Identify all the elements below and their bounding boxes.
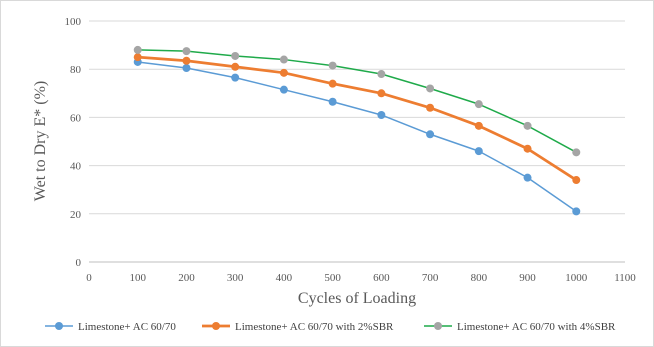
legend-item-3: Limestone+ AC 60/70 with 4%SBR xyxy=(424,321,616,333)
data-point xyxy=(231,62,240,71)
series-line xyxy=(137,61,577,213)
data-point xyxy=(426,103,435,112)
y-axis-title: Wet to Dry E* (%) xyxy=(32,81,49,201)
y-tick-label: 60 xyxy=(70,112,82,124)
series-2 xyxy=(133,53,581,185)
legend-label: Limestone+ AC 60/70 with 4%SBR xyxy=(457,321,616,333)
x-tick-label: 100 xyxy=(129,272,146,284)
grid xyxy=(89,20,625,263)
data-point xyxy=(328,97,337,106)
y-tick-label: 100 xyxy=(65,16,82,28)
data-point xyxy=(426,130,435,139)
x-tick-label: 800 xyxy=(471,272,488,284)
data-point xyxy=(523,121,532,130)
data-point xyxy=(182,47,191,56)
data-point xyxy=(182,56,191,65)
data-point xyxy=(377,89,386,98)
x-tick-label: 600 xyxy=(373,272,390,284)
data-point xyxy=(377,110,386,119)
legend-marker xyxy=(55,322,63,330)
data-point xyxy=(133,53,142,62)
series-3 xyxy=(133,45,581,157)
legend-marker xyxy=(212,322,220,330)
series-line xyxy=(137,49,577,154)
data-point xyxy=(182,63,191,72)
legend-label: Limestone+ AC 60/70 xyxy=(78,321,176,333)
data-point xyxy=(474,121,483,130)
data-point xyxy=(572,207,581,216)
data-point xyxy=(328,79,337,88)
legend: Limestone+ AC 60/70 Limestone+ AC 60/70 w… xyxy=(45,321,616,333)
data-point xyxy=(231,51,240,60)
data-point xyxy=(572,176,581,185)
y-tick-label: 0 xyxy=(76,257,82,269)
x-axis-title: Cycles of Loading xyxy=(298,290,416,307)
data-point xyxy=(231,73,240,82)
x-tick-label: 900 xyxy=(519,272,536,284)
data-point xyxy=(474,147,483,156)
data-point xyxy=(523,173,532,182)
x-tick-label: 500 xyxy=(324,272,341,284)
x-tick-label: 1000 xyxy=(565,272,588,284)
data-point xyxy=(279,85,288,94)
series-1 xyxy=(133,57,581,216)
x-tick-label: 300 xyxy=(227,272,244,284)
data-point xyxy=(133,45,142,54)
x-tick-label: 700 xyxy=(422,272,439,284)
y-tick-label: 40 xyxy=(70,161,82,173)
legend-label: Limestone+ AC 60/70 with 2%SBR xyxy=(235,321,394,333)
legend-marker xyxy=(434,322,442,330)
data-point xyxy=(523,144,532,153)
data-point xyxy=(279,68,288,77)
legend-item-1: Limestone+ AC 60/70 xyxy=(45,321,176,333)
data-point xyxy=(279,55,288,64)
data-point xyxy=(474,100,483,109)
data-point xyxy=(377,70,386,79)
data-point xyxy=(572,148,581,157)
x-tick-label: 400 xyxy=(276,272,293,284)
series-line xyxy=(137,55,578,182)
data-point xyxy=(328,61,337,70)
x-tick-label: 200 xyxy=(178,272,195,284)
data-point xyxy=(426,84,435,93)
legend-item-2: Limestone+ AC 60/70 with 2%SBR xyxy=(202,321,394,333)
x-tick-label: 1100 xyxy=(614,272,636,284)
series-group xyxy=(133,45,581,216)
y-tick-label: 80 xyxy=(70,64,82,76)
x-tick-label: 0 xyxy=(86,272,92,284)
y-tick-label: 20 xyxy=(70,209,82,221)
